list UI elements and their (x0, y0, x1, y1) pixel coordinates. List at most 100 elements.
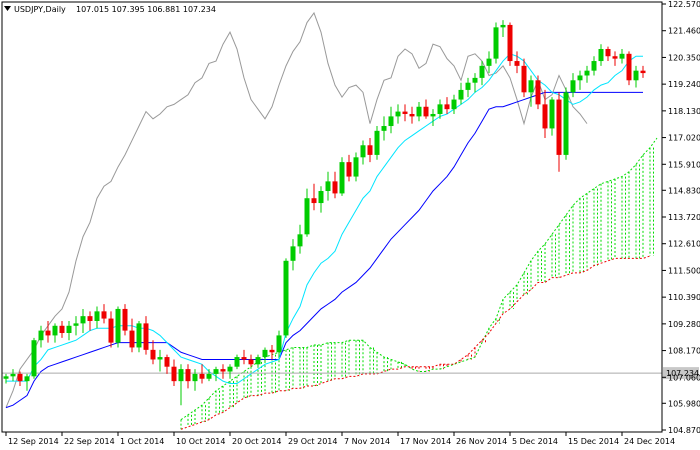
bull-candle-body (10, 373, 16, 377)
senkou-span-b-line (180, 255, 651, 430)
x-tick-label: 22 Sep 2014 (64, 437, 115, 446)
x-tick-label: 15 Dec 2014 (568, 437, 619, 446)
senkou-span-a-line (180, 137, 658, 421)
bull-candle-body (227, 366, 233, 372)
bull-candle-body (283, 260, 289, 336)
bear-candle-body (129, 330, 135, 348)
y-tick-label: 109.280 (668, 320, 700, 329)
bear-candle-body (143, 323, 149, 350)
bull-candle-body (234, 357, 240, 367)
bull-candle-body (3, 376, 9, 379)
bull-candle-body (430, 113, 436, 117)
chikou-span-line (5, 11, 588, 408)
bear-candle-body (444, 104, 450, 110)
bull-candle-body (339, 162, 345, 194)
bull-candle-body (255, 357, 261, 365)
bull-candle-body (94, 311, 100, 321)
bull-candle-body (206, 373, 212, 379)
y-tick-label: 105.980 (668, 399, 700, 408)
bull-candle-body (213, 369, 219, 374)
bear-candle-body (507, 24, 513, 62)
bear-candle-body (311, 198, 317, 204)
dropdown-triangle-icon[interactable] (4, 6, 11, 11)
x-tick-label: 10 Oct 2014 (176, 437, 225, 446)
ichimoku-cloud (180, 147, 654, 430)
bull-candle-body (472, 77, 478, 83)
bull-candle-body (493, 27, 499, 59)
bull-candle-body (395, 111, 401, 117)
bull-candle-body (318, 191, 324, 204)
y-tick-label: 110.390 (668, 293, 700, 302)
bull-candle-body (31, 340, 37, 377)
bear-candle-body (101, 311, 107, 319)
bear-candle-body (514, 61, 520, 66)
x-tick-label: 5 Dec 2014 (512, 437, 558, 446)
bull-candle-body (388, 116, 394, 127)
bear-candle-body (220, 369, 226, 372)
bull-candle-body (577, 75, 583, 81)
bull-candle-body (325, 181, 331, 192)
bear-candle-body (605, 49, 611, 57)
x-tick-label: 29 Oct 2014 (288, 437, 337, 446)
bull-candle-body (591, 61, 597, 71)
bull-candle-body (66, 325, 72, 334)
bear-candle-body (150, 349, 156, 360)
bear-candle-body (612, 56, 618, 59)
y-tick-label: 112.610 (668, 240, 700, 249)
bull-candle-body (381, 126, 387, 131)
bear-candle-body (164, 357, 170, 367)
bull-candle-body (451, 99, 457, 110)
x-tick-label: 20 Oct 2014 (232, 437, 281, 446)
bull-candle-body (416, 106, 422, 117)
bear-candle-body (17, 373, 23, 382)
y-tick-label: 104.870 (668, 426, 700, 435)
bear-candle-body (556, 99, 562, 155)
bear-candle-body (535, 80, 541, 105)
bull-candle-body (360, 145, 366, 158)
current-price-line-group: 107.234 (2, 367, 699, 380)
y-tick-label: 121.460 (668, 27, 700, 36)
y-tick-label: 117.020 (668, 134, 700, 143)
current-price-label: 107.234 (666, 369, 699, 378)
bull-candle-body (52, 325, 58, 336)
bull-candle-body (437, 104, 443, 114)
x-tick-label: 12 Sep 2014 (8, 437, 59, 446)
candles (3, 20, 646, 406)
bear-candle-body (199, 373, 205, 379)
bear-candle-body (409, 113, 415, 117)
bull-candle-body (290, 246, 296, 261)
bull-candle-body (570, 80, 576, 93)
bull-candle-body (500, 24, 506, 28)
bull-candle-body (304, 198, 310, 235)
y-tick-label: 115.910 (668, 160, 700, 169)
bear-candle-body (423, 106, 429, 117)
bear-candle-body (402, 111, 408, 114)
y-tick-label: 118.130 (668, 107, 700, 116)
bear-candle-body (59, 325, 65, 334)
bear-candle-body (640, 70, 646, 74)
bull-candle-body (178, 369, 184, 382)
symbol-header: USDJPY,Daily (14, 5, 66, 14)
bull-candle-body (633, 70, 639, 81)
bear-candle-body (521, 65, 527, 93)
x-tick-label: 26 Nov 2014 (456, 437, 507, 446)
y-tick-label: 120.350 (668, 53, 700, 62)
tenkan-sen-line (6, 53, 643, 385)
bear-candle-body (171, 366, 177, 382)
ohlc-header: 107.015 107.395 106.881 107.234 (76, 5, 216, 14)
bull-candle-body (563, 92, 569, 155)
bear-candle-body (45, 330, 51, 336)
y-tick-label: 108.170 (668, 347, 700, 356)
bear-candle-body (332, 181, 338, 194)
bull-candle-body (584, 70, 590, 76)
bull-candle-body (353, 157, 359, 177)
y-tick-label: 114.830 (668, 186, 700, 195)
bull-candle-body (276, 335, 282, 353)
bear-candle-body (542, 104, 548, 129)
bull-candle-body (24, 376, 30, 382)
bear-candle-body (269, 349, 275, 353)
bull-candle-body (157, 357, 163, 360)
bull-candle-body (465, 82, 471, 90)
